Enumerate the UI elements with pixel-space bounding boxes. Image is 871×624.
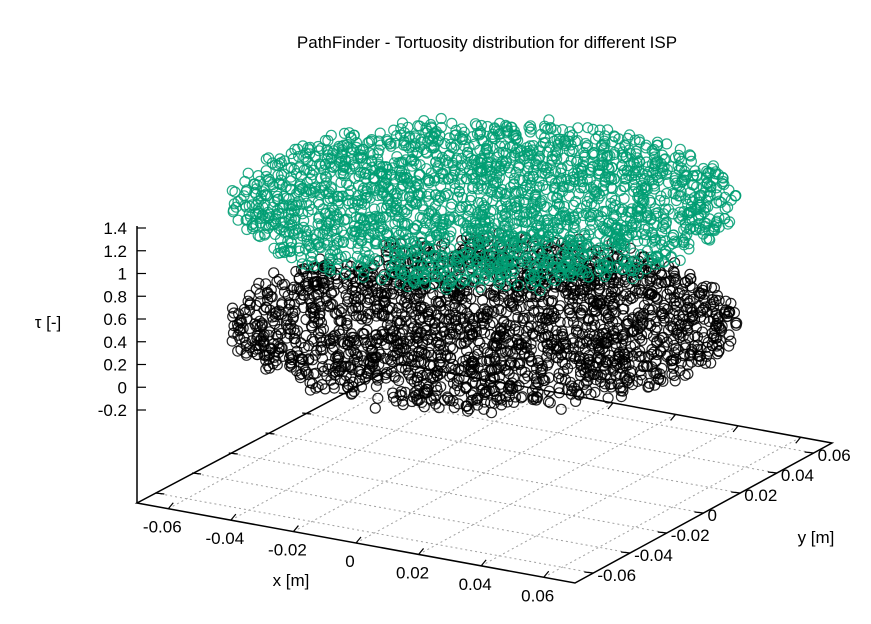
- x-axis-label: x [m]: [273, 571, 310, 590]
- y-tick-label: 0.06: [818, 446, 851, 465]
- axes: [134, 226, 835, 584]
- series-isp-green: [226, 112, 742, 297]
- z-tick-label: 1: [118, 265, 127, 284]
- chart-title: PathFinder - Tortuosity distribution for…: [297, 33, 677, 52]
- x-axis-ticks: -0.06 -0.04 -0.02 0 0.02 0.04 0.06: [143, 518, 554, 606]
- y-axis-ticks: -0.06-0.04-0.020 0.020.040.06: [597, 446, 850, 585]
- x-tick-label: -0.04: [205, 529, 244, 548]
- y-axis-label: y [m]: [798, 528, 835, 547]
- z-tick-label: 1.2: [103, 242, 127, 261]
- z-tick-label: 0.2: [103, 356, 127, 375]
- z-tick-label: 1.4: [103, 219, 127, 238]
- x-tick-label: 0.04: [459, 575, 492, 594]
- x-tick-label: -0.02: [268, 541, 307, 560]
- z-axis-label: τ [-]: [35, 313, 62, 332]
- x-tick-label: 0.06: [521, 586, 554, 605]
- y-tick-label: 0.04: [781, 466, 814, 485]
- y-tick-label: 0.02: [744, 486, 777, 505]
- z-tick-label: 0.6: [103, 310, 127, 329]
- base-grid: [155, 368, 814, 578]
- y-tick-label: -0.02: [671, 526, 710, 545]
- z-tick-label: -0.2: [98, 401, 127, 420]
- x-tick-label: 0.02: [396, 563, 429, 582]
- y-tick-label: -0.04: [634, 546, 673, 565]
- x-tick-label: 0: [345, 552, 354, 571]
- z-tick-label: 0: [118, 378, 127, 397]
- x-tick-label: -0.06: [143, 518, 182, 537]
- z-tick-label: 0.4: [103, 333, 127, 352]
- z-axis-ticks: 1.4 1.2 1 0.8 0.6 0.4 0.2 0 -0.2: [98, 219, 127, 420]
- z-tick-label: 0.8: [103, 287, 127, 306]
- y-tick-label: -0.06: [597, 566, 636, 585]
- y-tick-label: 0: [708, 506, 717, 525]
